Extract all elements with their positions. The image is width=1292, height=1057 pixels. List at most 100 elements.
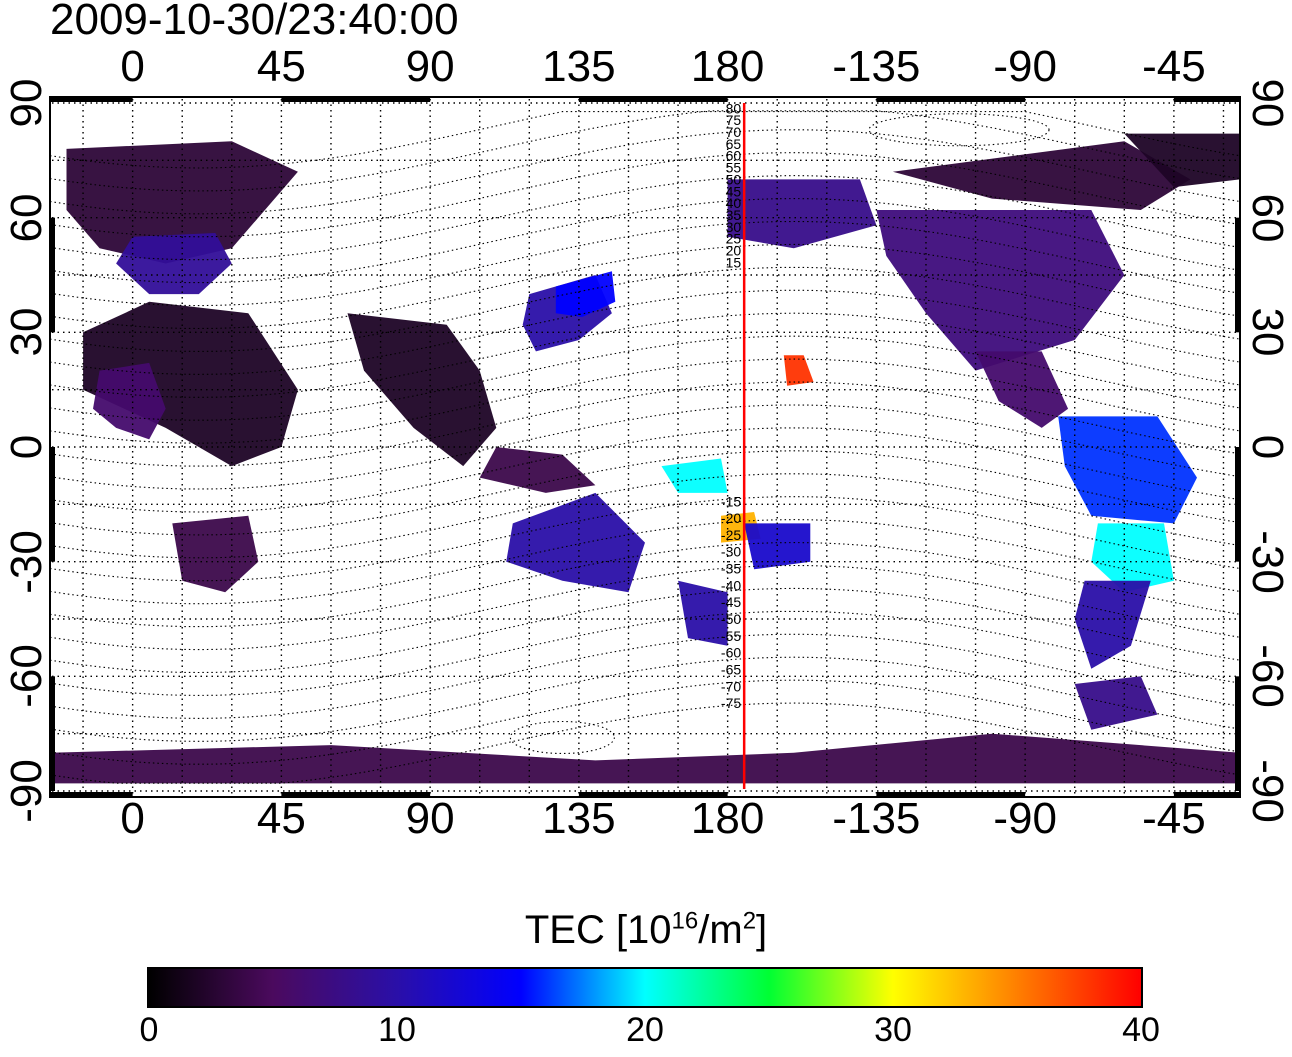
- geomagnetic-contour: [49, 519, 1241, 605]
- frame-bar-bottom: [578, 792, 728, 797]
- geomagnetic-contour: [49, 404, 1241, 490]
- colorbar-tick: 0: [139, 1011, 159, 1049]
- colorbar-title: TEC [1016/m2]: [0, 906, 1292, 954]
- meridian-label-south: -70: [721, 678, 741, 694]
- geomagnetic-contour: [49, 152, 1241, 238]
- frame-bar-right: [1235, 447, 1240, 562]
- frame-bar-bottom: [281, 792, 431, 797]
- tec-region-south-america-south: [1074, 580, 1151, 669]
- meridian-label-north: 45: [726, 183, 742, 199]
- colorbar-title-unit: /m: [698, 908, 743, 952]
- bottom-longitude-tick: 180: [690, 794, 765, 843]
- top-longitude-tick: 90: [405, 42, 455, 91]
- tec-region-indonesia: [479, 447, 596, 493]
- meridian-label-north: 20: [726, 243, 742, 259]
- geomagnetic-contour: [49, 111, 1241, 169]
- geomagnetic-contour: [49, 450, 1241, 536]
- geomagnetic-contour: [49, 702, 1241, 784]
- meridian-label-south: -15: [721, 493, 741, 509]
- geomagnetic-contour: [49, 129, 1241, 215]
- frame-bar-top: [876, 97, 1026, 102]
- tec-region-nz-region: [678, 580, 728, 646]
- geomagnetic-contour: [49, 110, 1241, 192]
- geomagnetic-contour: [49, 335, 1241, 421]
- meridian-label-south: -65: [721, 661, 741, 677]
- meridian-label-south: -60: [721, 645, 741, 661]
- meridian-label-north: 55: [726, 160, 742, 176]
- geomagnetic-contour: [49, 289, 1241, 375]
- meridian-label-north: 80: [726, 100, 742, 116]
- meridian-label-north: 60: [726, 148, 742, 164]
- tec-region-hawaii-hot: [783, 355, 814, 386]
- meridian-label-north: 15: [726, 254, 742, 270]
- meridian-label-south: -45: [721, 594, 741, 610]
- meridian-label-north: 50: [726, 171, 742, 187]
- tec-region-africa-north: [83, 301, 298, 467]
- tec-region-central-america: [975, 351, 1069, 428]
- geomagnetic-contour: [49, 358, 1241, 444]
- bottom-longitude-tick: 0: [120, 794, 145, 843]
- frame-bar-bottom: [876, 792, 1026, 797]
- meridian-label-south: -75: [721, 695, 741, 711]
- geomagnetic-contour: [49, 220, 1241, 307]
- meridian-label-south: -25: [721, 527, 741, 543]
- tec-region-europe-asia-north: [66, 141, 298, 264]
- map-frame-bars: [50, 97, 1240, 797]
- geomagnetic-contour: [49, 175, 1241, 261]
- colorbar-tick: 40: [1122, 1011, 1160, 1049]
- colorbar-title-exponent: 16: [671, 907, 699, 935]
- bottom-longitude-tick: -45: [1142, 794, 1206, 843]
- geomagnetic-contours: [49, 110, 1241, 784]
- top-longitude-tick: 180: [690, 42, 765, 91]
- tec-region-antarctica-west: [50, 733, 1240, 784]
- frame-bar-bottom: [50, 792, 133, 797]
- meridian-label-south: -30: [721, 544, 741, 560]
- tec-region-south-america-north: [1058, 416, 1197, 524]
- meridian-label-north: 35: [726, 207, 742, 223]
- frame-bar-top: [50, 97, 133, 102]
- meridian-label-north: 40: [726, 195, 742, 211]
- top-longitude-tick: 0: [120, 42, 145, 91]
- geomagnetic-contour: [49, 542, 1241, 628]
- frame-bar-top: [281, 97, 431, 102]
- colorbar-title-text: TEC [10: [524, 908, 672, 952]
- top-longitude-tick: -45: [1142, 42, 1206, 91]
- top-longitude-tick: -90: [993, 42, 1057, 91]
- tec-region-europe-blue: [116, 233, 232, 295]
- meridian-label-north: 30: [726, 219, 742, 235]
- timestamp-title: 2009-10-30/23:40:00: [50, 0, 459, 44]
- meridian-label-north: 75: [726, 112, 742, 128]
- frame-bar-bottom: [1173, 792, 1240, 797]
- tec-region-pacific-blue: [744, 523, 811, 570]
- geomagnetic-contour: [49, 312, 1241, 398]
- tec-region-africa-west: [93, 362, 166, 440]
- meridian-label-south: -40: [721, 577, 741, 593]
- frame-bar-left: [50, 676, 55, 791]
- geomagnetic-contour: [49, 243, 1241, 330]
- colorbar-title-unit-exponent: 2: [742, 907, 757, 935]
- geomagnetic-contour: [49, 564, 1241, 651]
- frame-bar-top: [1173, 97, 1240, 102]
- tec-region-alaska: [727, 179, 877, 249]
- bottom-longitude-tick: -90: [993, 794, 1057, 843]
- tec-region-australia: [506, 492, 645, 593]
- bottom-longitude-tick: 90: [405, 794, 455, 843]
- geomagnetic-contour: [49, 679, 1241, 765]
- colorbar-tick: 30: [874, 1011, 912, 1049]
- top-longitude-tick: -135: [832, 42, 921, 91]
- meridian-label-south: -35: [721, 561, 741, 577]
- meridian-label-south: -20: [721, 510, 741, 526]
- meridian-label-south: -55: [721, 628, 741, 644]
- geomagnetic-contour: [49, 381, 1241, 467]
- geomagnetic-contour: [49, 473, 1241, 559]
- frame-bar-right: [1235, 676, 1240, 791]
- geomagnetic-contour: [49, 496, 1241, 582]
- geomagnetic-contour: [49, 266, 1241, 352]
- colorbar-tick: 20: [626, 1011, 664, 1049]
- frame-bar-top: [578, 97, 728, 102]
- bottom-longitude-tick: 45: [256, 794, 306, 843]
- bottom-longitude-tick: 135: [542, 794, 616, 843]
- meridian-label-north: 70: [726, 124, 742, 140]
